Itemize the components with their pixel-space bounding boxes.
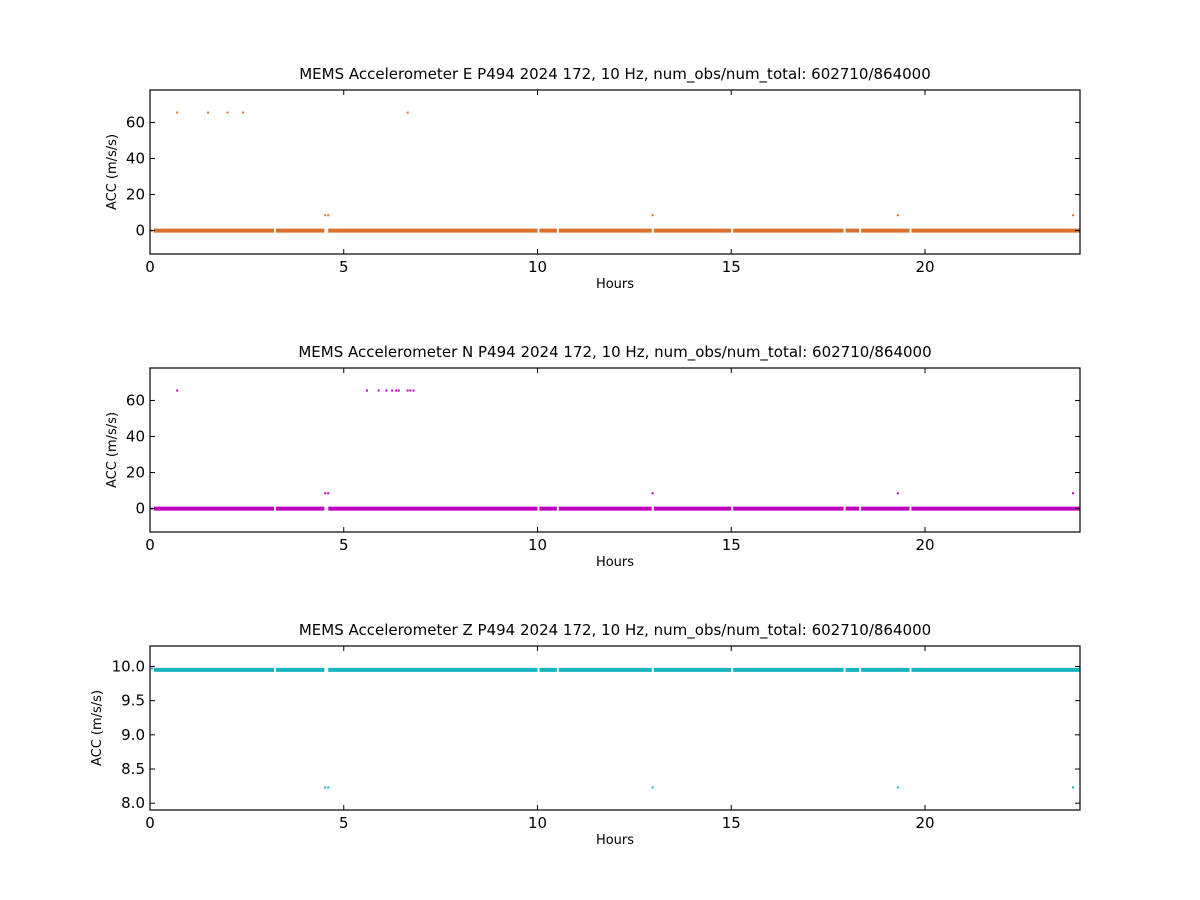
x-tick-label: 15 [722,814,741,832]
y-tick-label: 60 [126,113,145,131]
data-point [406,111,409,114]
x-tick-label: 5 [339,536,349,554]
y-axis-label: ACC (m/s/s) [90,690,105,766]
plot-area [150,389,1080,511]
y-tick-label: 9.5 [121,692,145,710]
subplot-1: 0 5 10 15 20 0 20 40 60 MEMS Accelerometer E P494… [105,65,1081,292]
axes-frame [149,89,1081,255]
x-tick-label: 15 [722,536,741,554]
data-point [176,389,179,392]
plot-area [150,111,1080,233]
y-tick-label: 60 [126,391,145,409]
x-tick-label: 20 [915,258,934,276]
x-tick-label: 5 [339,814,349,832]
x-tick-label: 5 [339,258,349,276]
x-tick-label: 10 [528,536,547,554]
data-point [366,389,368,392]
x-tick-label: 10 [528,814,547,832]
chart-title: MEMS Accelerometer E P494 2024 172, 10 H… [299,65,931,84]
data-point [324,492,327,495]
chart-title: MEMS Accelerometer N P494 2024 172, 10 H… [298,343,931,362]
data-point [412,389,415,392]
y-axis-label: ACC (m/s/s) [105,412,120,488]
data-point [651,786,654,789]
data-point [397,389,400,392]
data-point [651,214,654,217]
subplot-3: 0 5 10 15 20 8.0 8.5 9.0 9.5 10.0 MEMS Acceleromet… [90,621,1081,848]
y-tick-label: 10.0 [112,658,145,676]
y-tick-label: 8.0 [121,794,145,812]
data-point [324,214,327,217]
y-tick-label: 9.0 [121,726,145,744]
x-axis-label: Hours [596,833,634,848]
x-tick-label: 0 [145,536,155,554]
data-point [324,786,327,789]
axes-frame [149,367,1081,533]
data-point [385,389,388,392]
plot-area [150,667,1080,789]
data-point [176,111,179,114]
data-point [150,667,153,670]
data-point [327,492,330,495]
y-axis-label: ACC (m/s/s) [105,134,120,210]
data-point [1072,786,1075,789]
data-point [242,111,244,114]
data-point [327,214,330,217]
x-tick-label: 0 [145,258,155,276]
x-axis-label: Hours [596,277,634,292]
x-tick-label: 0 [145,814,155,832]
subplot-2: 0 5 10 15 20 0 20 40 60 MEMS Accelerometer N P494… [105,343,1081,570]
data-point [1072,492,1075,495]
x-tick-label: 20 [915,536,934,554]
data-point [651,492,654,495]
y-tick-label: 20 [126,186,145,204]
data-point [1072,214,1075,217]
y-tick-label: 40 [126,427,145,445]
data-point [896,214,899,217]
x-tick-label: 10 [528,258,547,276]
data-point [896,786,899,789]
x-tick-label: 20 [915,814,934,832]
data-point [207,111,210,114]
y-tick-label: 8.5 [121,760,145,778]
data-point [395,389,398,392]
data-point [327,786,330,789]
chart-title: MEMS Accelerometer Z P494 2024 172, 10 H… [299,621,931,640]
data-point [409,389,412,392]
y-tick-label: 20 [126,464,145,482]
data-point [896,492,899,495]
y-tick-label: 0 [135,222,145,240]
x-axis-label: Hours [596,555,634,570]
y-tick-label: 0 [135,500,145,518]
data-point [406,389,409,392]
axes-frame [149,645,1081,811]
data-point [226,111,229,114]
data-point [391,389,394,392]
data-point [377,389,380,392]
x-tick-label: 15 [722,258,741,276]
y-tick-label: 40 [126,149,145,167]
